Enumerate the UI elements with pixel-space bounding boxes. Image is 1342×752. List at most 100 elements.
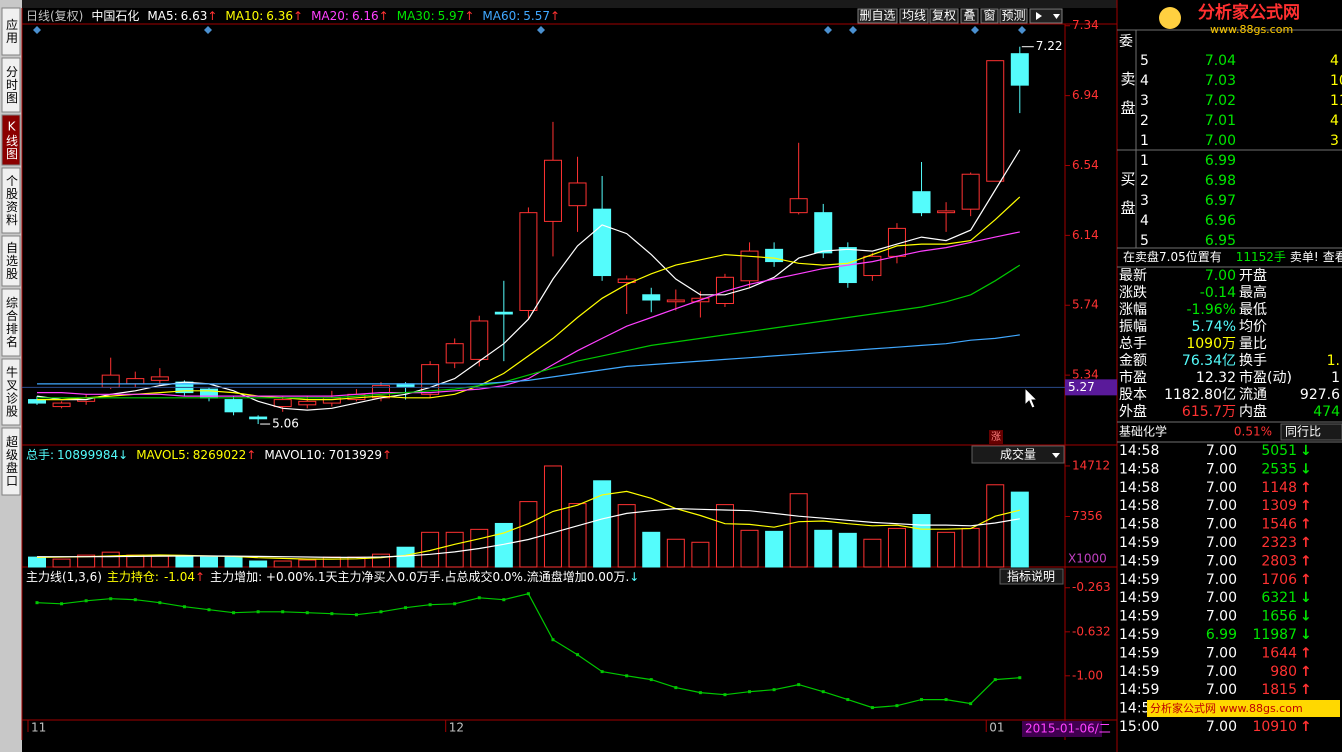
volume-bar xyxy=(715,504,734,568)
toolbar-button[interactable] xyxy=(857,8,898,24)
candle-body xyxy=(273,399,292,408)
period-marker xyxy=(537,26,545,34)
notice-part[interactable]: 查看 xyxy=(1323,250,1342,264)
sector-button[interactable] xyxy=(1280,423,1342,441)
sidebar-tab[interactable] xyxy=(1,288,21,357)
main-force-dot xyxy=(797,683,801,687)
candle-body xyxy=(101,374,120,388)
main-force-dot xyxy=(649,678,653,682)
sidebar-tab[interactable] xyxy=(1,114,21,166)
sell-notice: 在卖盘7.05位置有 11152手 卖单! 查看 xyxy=(1123,249,1342,264)
sidebar-tab[interactable] xyxy=(1,167,21,234)
volume-bar xyxy=(273,560,292,568)
stat-value: 5.74% xyxy=(1192,319,1236,335)
vol-value: 10899984 xyxy=(57,448,118,462)
period-marker xyxy=(849,26,857,34)
trade-time: 15:00 xyxy=(1119,719,1159,735)
indicator-header: 主力线(1,3,6) 主力持仓: -1.04↑ 主力增加: +0.00%.1天主力净买… xyxy=(26,569,639,584)
volume-bar xyxy=(961,527,980,568)
toolbar-button-label: 删自选 xyxy=(859,9,895,23)
main-force-dot xyxy=(379,610,383,614)
trade-time: 14:59 xyxy=(1119,682,1159,698)
main-force-dot xyxy=(625,674,629,678)
y-tick-label: -0.632 xyxy=(1072,624,1111,638)
stat-label: 内盘 xyxy=(1239,403,1267,420)
volume-bar xyxy=(371,553,390,568)
indicator-help-button[interactable] xyxy=(999,568,1064,585)
book-price: 6.99 xyxy=(1205,153,1236,169)
stat-label: 均价 xyxy=(1239,319,1267,335)
book-volume: 3 xyxy=(1330,133,1339,149)
vol-label: MAVOL5: xyxy=(136,448,190,462)
toolbar-button[interactable] xyxy=(980,8,999,24)
notice-part: 在卖盘7.05位置有 xyxy=(1123,249,1222,264)
stat-label: 换手 xyxy=(1239,352,1267,369)
candle-body xyxy=(666,299,685,303)
notice-part: 11152手 xyxy=(1236,250,1286,264)
trade-arrow: ↑ xyxy=(1300,645,1312,661)
toolbar-button[interactable] xyxy=(999,8,1028,24)
trade-time: 14:59 xyxy=(1119,535,1159,551)
sidebar-tab[interactable] xyxy=(1,57,21,113)
ma-value: 5.57 xyxy=(523,9,550,23)
trade-time: 14:59 xyxy=(1119,609,1159,625)
stat-label: 市盈 xyxy=(1119,369,1147,386)
candle-body xyxy=(298,400,317,406)
y-tick-label: 6.14 xyxy=(1072,228,1099,242)
toolbar-button[interactable] xyxy=(1029,8,1063,24)
candle-body xyxy=(814,212,833,254)
stat-value: 1182.80亿 xyxy=(1164,387,1236,403)
main-force-dot xyxy=(944,698,948,702)
date-box-label: 2015-01-06/二 xyxy=(1025,722,1111,736)
trade-arrow: ↑ xyxy=(1300,553,1312,569)
ma-arrow: ↑ xyxy=(464,9,474,23)
stat-value: 1 xyxy=(1331,370,1340,386)
trade-price: 7.00 xyxy=(1206,609,1237,625)
ma-arrow: ↑ xyxy=(550,9,560,23)
main-force-dot xyxy=(404,606,408,610)
volume-bar xyxy=(642,531,661,568)
indicator-selector[interactable] xyxy=(971,445,1065,464)
trade-time: 14:58 xyxy=(1119,461,1159,477)
period-marker xyxy=(971,26,979,34)
sidebar-tab-label: 自选股 xyxy=(5,241,19,280)
candle-body xyxy=(224,399,243,413)
stat-label: 开盘 xyxy=(1239,267,1267,284)
volume-bar xyxy=(298,559,317,568)
volume-bar xyxy=(150,555,169,568)
trade-price: 7.00 xyxy=(1206,498,1237,514)
logo-url: www.88gs.com xyxy=(1210,23,1293,36)
notice-part: 卖单! xyxy=(1290,250,1319,264)
trade-volume: 1656 xyxy=(1261,609,1297,625)
trade-arrow: ↓ xyxy=(1300,627,1312,643)
main-force-dot xyxy=(502,598,506,602)
date-box xyxy=(1022,721,1102,737)
sidebar-tab-label: K线图 xyxy=(5,120,19,161)
sidebar-tab[interactable] xyxy=(1,235,21,287)
toolbar-button-label: 预测 xyxy=(1001,9,1025,23)
stat-label: 总手 xyxy=(1119,336,1147,352)
candle-body xyxy=(642,294,661,301)
sidebar-tab[interactable] xyxy=(1,427,21,496)
candle-body xyxy=(445,343,464,364)
toolbar-button[interactable] xyxy=(929,8,959,24)
sidebar-tab[interactable] xyxy=(1,358,21,426)
toolbar-button[interactable] xyxy=(960,8,979,24)
main-force-dot xyxy=(305,611,309,615)
cursor-price-box xyxy=(1065,379,1117,396)
trade-price: 7.00 xyxy=(1206,719,1237,735)
candle-body xyxy=(912,191,931,214)
candle-body xyxy=(863,255,882,277)
trade-volume: 2803 xyxy=(1261,553,1297,569)
toolbar-button[interactable] xyxy=(899,8,929,24)
trade-volume: 1706 xyxy=(1261,572,1297,588)
volume-bar xyxy=(838,532,857,568)
toolbar-button-label: 均线 xyxy=(902,9,926,23)
stat-value: 12.32 xyxy=(1196,370,1236,386)
stat-label: 最低 xyxy=(1239,302,1267,318)
trade-time: 14:59 xyxy=(1119,627,1159,643)
trade-price: 7.00 xyxy=(1206,590,1237,606)
book-volume: 10 xyxy=(1330,73,1342,89)
right-separators xyxy=(1117,29,1342,443)
sidebar-tab[interactable] xyxy=(1,7,21,56)
